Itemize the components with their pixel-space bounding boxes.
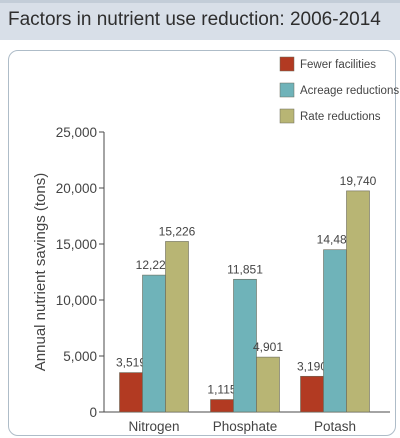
data-label: 15,226: [159, 224, 196, 238]
x-tick-label: Nitrogen: [128, 419, 179, 434]
y-tick-label: 0: [89, 405, 97, 420]
legend-label: Acreage reductions: [300, 85, 399, 97]
x-tick-label: Phosphate: [213, 419, 278, 434]
data-label: 11,851: [227, 262, 263, 276]
x-tick-label: Potash: [314, 419, 356, 434]
chart-frame: [8, 50, 396, 436]
bar-nitrogen-2: [165, 241, 189, 413]
data-label: 3,190: [297, 359, 327, 373]
bar-phosphate-1: [233, 278, 257, 413]
bar-phosphate-2: [256, 356, 280, 413]
y-tick-label: 25,000: [56, 125, 97, 140]
title-banner: Factors in nutrient use reduction: 2006-…: [0, 0, 400, 40]
y-tick-label: 10,000: [56, 293, 97, 308]
data-label: 4,901: [253, 340, 283, 354]
y-tick-label: 5,000: [63, 349, 97, 364]
bar-phosphate-0: [210, 399, 234, 413]
y-tick-label: 15,000: [56, 237, 97, 252]
data-label: 14,489: [317, 233, 354, 247]
legend-swatch: [279, 108, 295, 124]
bar-nitrogen-0: [119, 372, 143, 413]
legend-swatch: [279, 56, 295, 72]
legend-swatch: [279, 82, 295, 98]
bar-potash-0: [300, 375, 324, 413]
data-label: 12,224: [136, 258, 173, 272]
bar-nitrogen-1: [142, 274, 166, 413]
chart-title: Factors in nutrient use reduction: 2006-…: [8, 9, 381, 30]
data-label: 3,519: [116, 356, 146, 370]
legend-label: Fewer facilities: [300, 59, 376, 71]
bar-potash-1: [323, 249, 347, 413]
bar-potash-2: [346, 190, 370, 413]
y-axis-label: Annual nutrient savings (tons): [32, 173, 49, 371]
y-tick-label: 20,000: [56, 181, 97, 196]
legend-label: Rate reductions: [300, 111, 381, 123]
data-label: 19,740: [340, 174, 377, 188]
data-label: 1,115: [207, 383, 236, 397]
